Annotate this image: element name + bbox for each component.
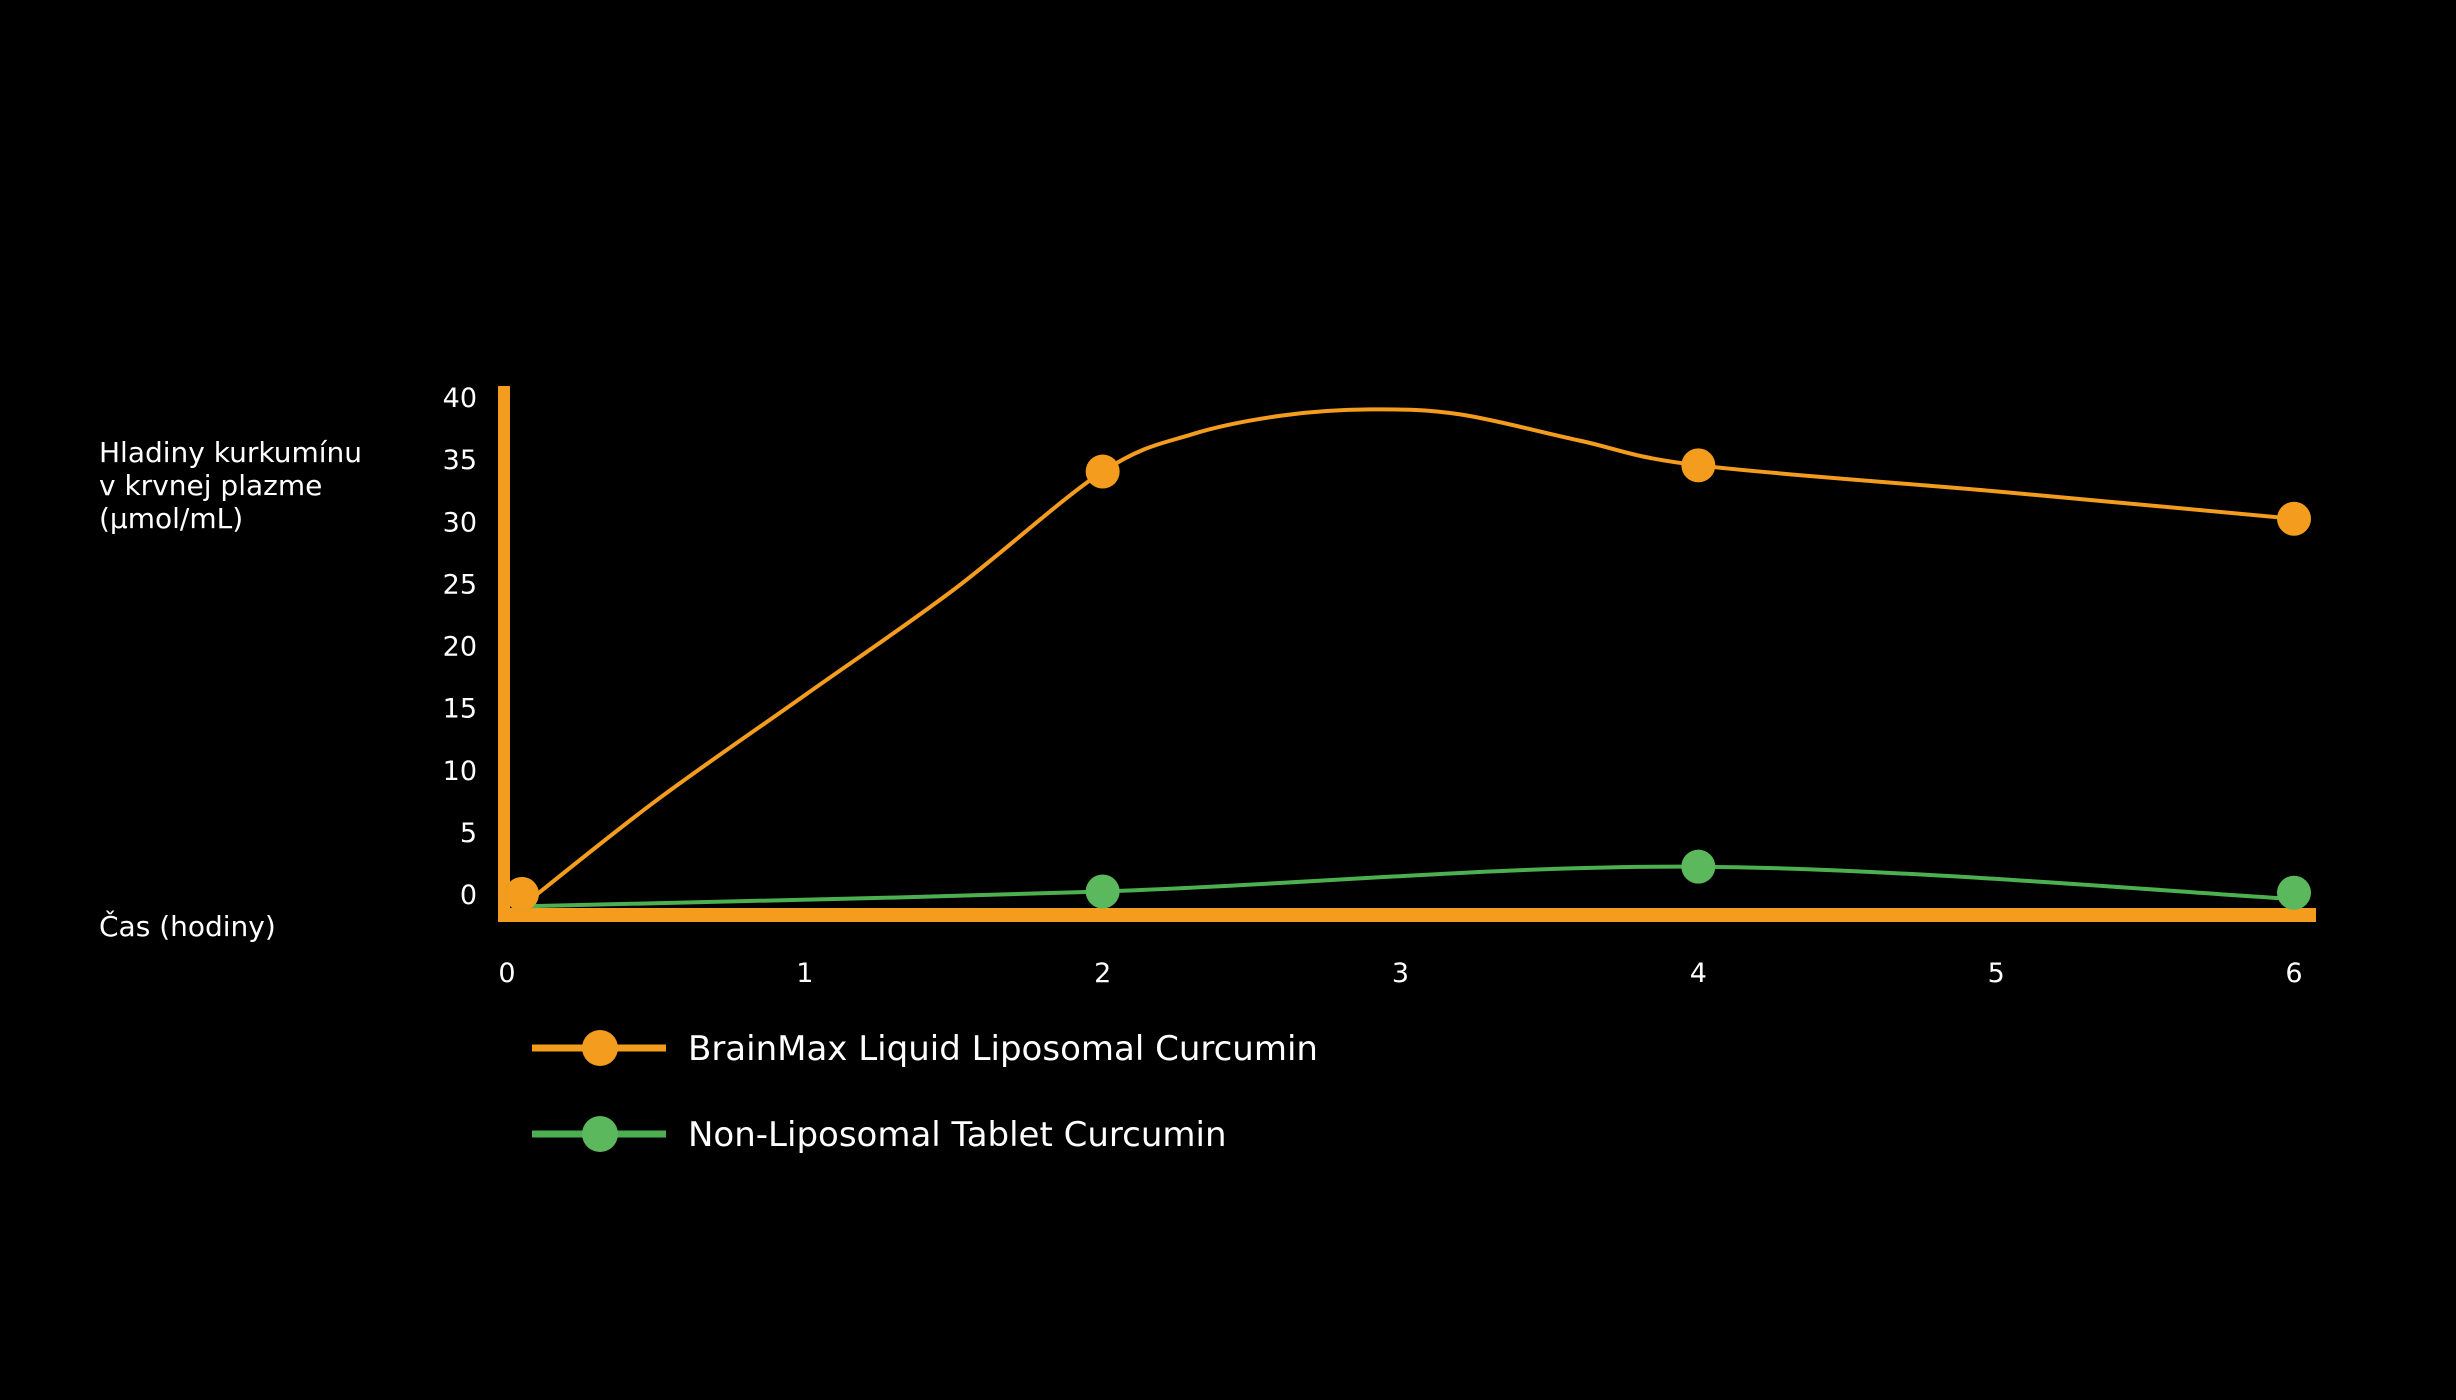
legend-marker-tablet: [582, 1116, 618, 1152]
y-tick-label: 15: [443, 694, 477, 725]
y-tick-label: 20: [443, 632, 477, 663]
chart-axes: [498, 386, 2316, 922]
legend-item-brainmax: BrainMax Liquid Liposomal Curcumin: [532, 1029, 1318, 1069]
data-point-brainmax: [2277, 501, 2311, 536]
x-tick-label: 1: [796, 958, 813, 989]
chart-series: [504, 407, 2311, 911]
y-axis-title-line-2: v krvnej plazme: [99, 469, 323, 502]
legend-item-tablet: Non-Liposomal Tablet Curcumin: [532, 1115, 1227, 1155]
chart-legend: BrainMax Liquid Liposomal Curcumin Non-Li…: [532, 1029, 1318, 1155]
series-brainmax: [504, 407, 2311, 911]
y-axis-title-line-1: Hladiny kurkumínu: [99, 436, 363, 469]
legend-label-brainmax: BrainMax Liquid Liposomal Curcumin: [688, 1029, 1318, 1069]
x-tick-label: 4: [1690, 958, 1707, 989]
x-tick-label: 6: [2285, 958, 2302, 989]
y-tick-labels: 0 5 10 15 20 25 30 35 40: [443, 383, 477, 911]
x-tick-labels: 0 1 2 3 4 5 6: [498, 958, 2302, 989]
data-point-brainmax: [504, 877, 539, 911]
data-point-tablet: [1681, 849, 1716, 884]
data-point-brainmax: [1681, 448, 1716, 483]
y-tick-label: 40: [443, 383, 477, 414]
y-tick-label: 30: [443, 507, 477, 538]
y-axis-line: [498, 386, 510, 922]
x-tick-label: 3: [1392, 958, 1409, 989]
series-tablet: [504, 849, 2311, 911]
series-line-tablet: [521, 864, 2295, 909]
y-tick-label: 0: [460, 880, 477, 911]
series-line-brainmax: [520, 407, 2295, 908]
data-point-brainmax: [1085, 454, 1120, 489]
x-axis-title: Čas (hodiny): [99, 910, 276, 943]
y-axis-title: Hladiny kurkumínu v krvnej plazme (µmol/…: [99, 436, 362, 535]
y-axis-title-line-3: (µmol/mL): [99, 502, 244, 535]
legend-label-tablet: Non-Liposomal Tablet Curcumin: [688, 1115, 1227, 1155]
y-tick-label: 10: [443, 756, 477, 787]
y-tick-label: 5: [460, 818, 477, 849]
x-tick-label: 0: [498, 958, 515, 989]
legend-marker-brainmax: [582, 1030, 618, 1066]
y-tick-label: 35: [443, 445, 477, 476]
x-axis-line: [498, 908, 2316, 922]
data-point-tablet: [1085, 874, 1120, 909]
y-tick-label: 25: [443, 569, 477, 600]
x-tick-label: 2: [1094, 958, 1111, 989]
data-point-tablet: [2277, 875, 2311, 910]
x-tick-label: 5: [1988, 958, 2005, 989]
